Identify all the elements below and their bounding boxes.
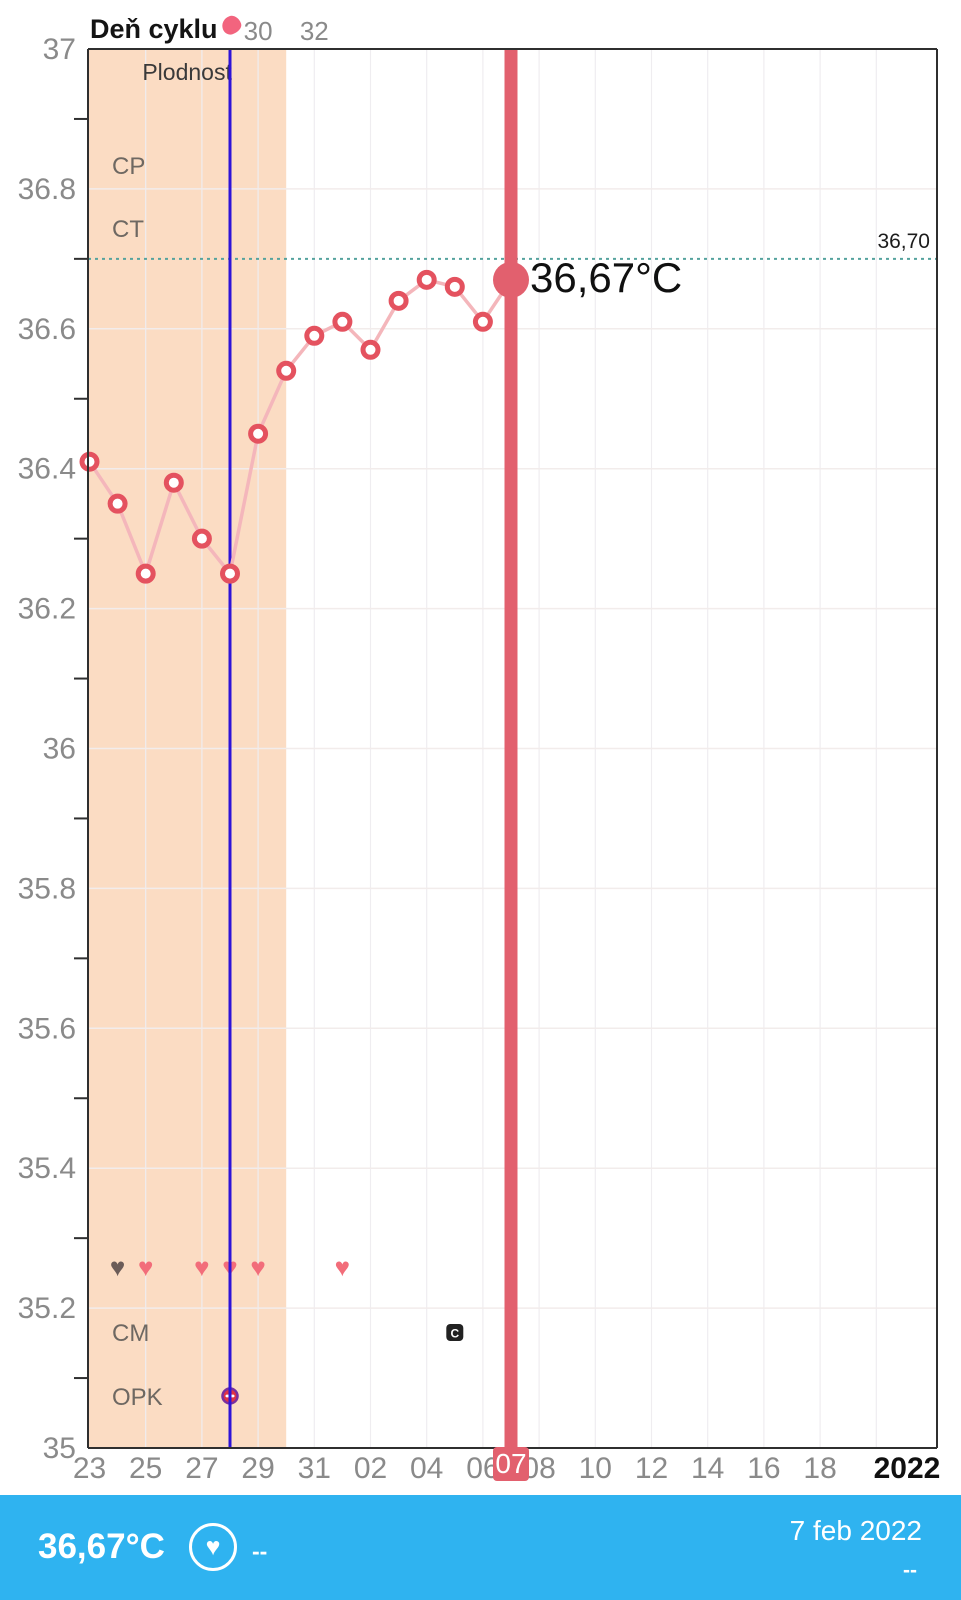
y-axis-label: 35.6 bbox=[18, 1012, 76, 1045]
temp-point-day-05[interactable] bbox=[444, 276, 465, 297]
x-axis-label-18[interactable]: 18 bbox=[803, 1452, 836, 1485]
cycle-day-label: 32 bbox=[300, 16, 329, 46]
year-label: 2022 bbox=[874, 1452, 941, 1485]
page-title: Deň cyklu bbox=[90, 14, 218, 44]
x-axis-label-16[interactable]: 16 bbox=[747, 1452, 780, 1485]
y-axis-label: 37 bbox=[43, 33, 76, 66]
temp-point-day-26[interactable] bbox=[163, 472, 184, 493]
x-axis-label-31[interactable]: 31 bbox=[298, 1452, 331, 1485]
temp-point-day-28[interactable] bbox=[220, 563, 240, 584]
temp-point-day-30[interactable] bbox=[276, 360, 297, 381]
temp-point-day-03[interactable] bbox=[388, 290, 409, 311]
row-label-cm: CM bbox=[112, 1320, 149, 1347]
x-axis-label-04[interactable]: 04 bbox=[410, 1452, 443, 1485]
coverline-label: 36,70 bbox=[877, 230, 930, 253]
temp-point-day-06[interactable] bbox=[472, 311, 493, 332]
x-axis-label-10[interactable]: 10 bbox=[579, 1452, 612, 1485]
y-axis-label: 35.8 bbox=[18, 872, 76, 905]
x-axis-label-25[interactable]: 25 bbox=[129, 1452, 162, 1485]
temperature-chart[interactable]: 36,70Plodnost♥♥♥♥♥♥CCPCTCMOPK36,67°C3736… bbox=[0, 0, 961, 1495]
x-axis-label-02[interactable]: 02 bbox=[354, 1452, 387, 1485]
y-axis-label: 35 bbox=[43, 1432, 76, 1465]
temp-point-day-31[interactable] bbox=[304, 325, 325, 346]
fertile-window-label: Plodnost bbox=[142, 59, 232, 85]
temp-point-day-02[interactable] bbox=[360, 339, 381, 360]
temp-point-day-25[interactable] bbox=[135, 563, 156, 584]
intercourse-heart-icon[interactable]: ♥ bbox=[110, 1252, 125, 1282]
footer-right-placeholder: -- bbox=[903, 1559, 917, 1582]
temp-point-day-04[interactable] bbox=[416, 269, 437, 290]
y-axis-label: 36.2 bbox=[18, 593, 76, 626]
y-axis-label: 36.6 bbox=[18, 313, 76, 346]
y-axis-label: 36.8 bbox=[18, 173, 76, 206]
x-axis-label-23[interactable]: 23 bbox=[73, 1452, 106, 1485]
heart-icon: ♥ bbox=[205, 1533, 221, 1561]
x-axis-label-29[interactable]: 29 bbox=[241, 1452, 274, 1485]
intercourse-heart-icon[interactable]: ♥ bbox=[138, 1252, 153, 1282]
selected-temperature: 36,67°C bbox=[38, 1527, 165, 1566]
favorite-heart-button[interactable]: ♥ bbox=[189, 1523, 237, 1571]
temp-point-day-01[interactable] bbox=[332, 311, 353, 332]
intercourse-heart-icon[interactable]: ♥ bbox=[335, 1252, 350, 1282]
row-label-cp: CP bbox=[112, 153, 145, 180]
temp-point-day-27[interactable] bbox=[191, 528, 212, 549]
row-label-ct: CT bbox=[112, 216, 144, 243]
x-axis-label-14[interactable]: 14 bbox=[691, 1452, 724, 1485]
row-label-opk: OPK bbox=[112, 1384, 163, 1411]
temperature-line bbox=[88, 277, 513, 579]
intercourse-heart-icon[interactable]: ♥ bbox=[194, 1252, 209, 1282]
footer-bar: 36,67°C ♥ -- 7 feb 2022 -- bbox=[0, 1495, 961, 1600]
selected-temp-point[interactable] bbox=[493, 261, 529, 298]
selected-day-box-label: 07 bbox=[495, 1448, 526, 1479]
cervical-mucus-marker[interactable] bbox=[446, 1324, 464, 1341]
temp-point-day-23[interactable] bbox=[79, 451, 100, 472]
temp-point-day-29[interactable] bbox=[248, 423, 269, 444]
selected-date: 7 feb 2022 bbox=[789, 1515, 922, 1546]
temp-point-day-24[interactable] bbox=[107, 493, 128, 514]
cervical-mucus-marker-label: C bbox=[450, 1327, 459, 1341]
y-axis-label: 36.4 bbox=[18, 453, 76, 486]
selected-day-box[interactable] bbox=[493, 1447, 529, 1481]
cycle-day-label: 30 bbox=[244, 16, 273, 46]
x-axis-label-27[interactable]: 27 bbox=[185, 1452, 218, 1485]
y-axis-label: 36 bbox=[43, 733, 76, 766]
y-axis-label: 35.4 bbox=[18, 1152, 76, 1185]
footer-left-placeholder: -- bbox=[252, 1538, 268, 1564]
intercourse-heart-icon[interactable]: ♥ bbox=[250, 1252, 265, 1282]
selected-temp-label: 36,67°C bbox=[530, 254, 682, 301]
x-axis-label-12[interactable]: 12 bbox=[635, 1452, 668, 1485]
y-axis-label: 35.2 bbox=[18, 1292, 76, 1325]
